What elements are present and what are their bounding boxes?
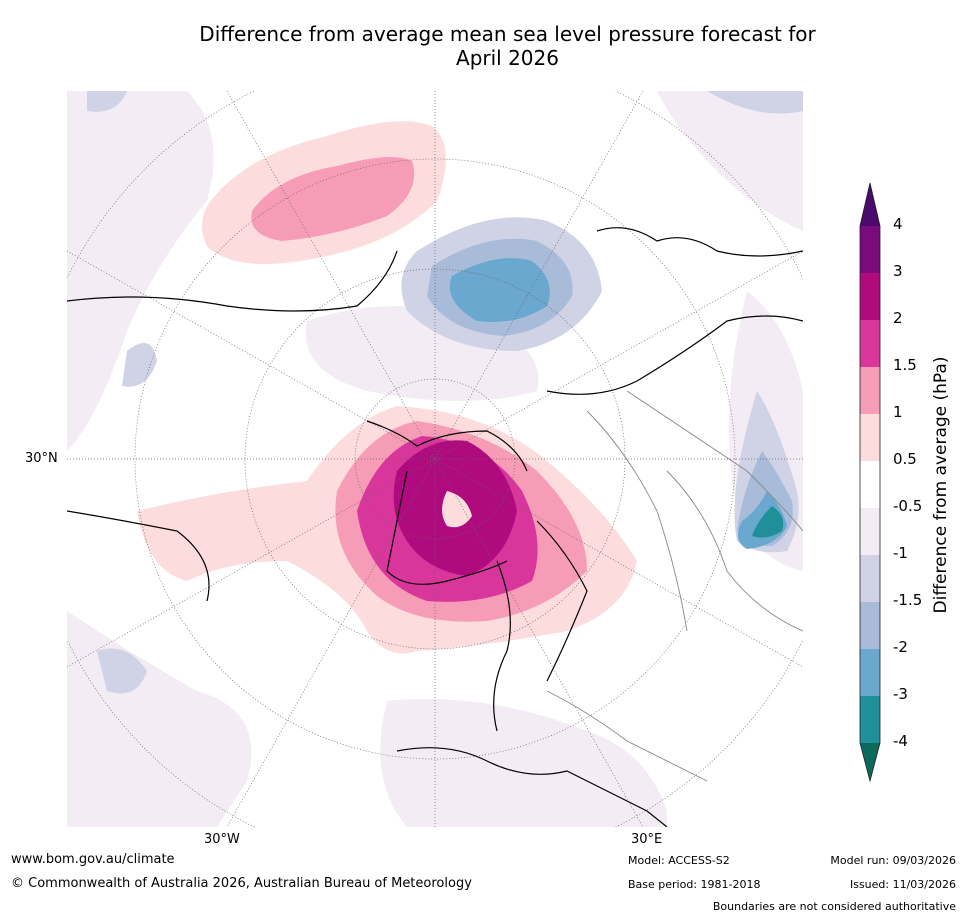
neg-patch-1 <box>87 91 127 112</box>
colorbar-tick-neg3: -3 <box>893 685 908 703</box>
footer-disclaimer: Boundaries are not considered authoritat… <box>712 900 956 913</box>
footer-model: Model: ACCESS-S2 <box>628 854 730 867</box>
colorbar-tick-neg1.5: -1.5 <box>893 591 923 609</box>
colorbar-extend-bottom <box>860 743 880 781</box>
north-pacific-high-inner <box>251 157 415 241</box>
colorbar-band-1.5-to-2 <box>860 320 880 367</box>
siberian-low-core <box>449 258 550 322</box>
weak-negative-region-ne <box>657 91 803 231</box>
colorbar-tick-3: 3 <box>893 262 903 280</box>
colorbar-band-2-to-3 <box>860 273 880 320</box>
lat-label-30n: 30°N <box>25 451 58 466</box>
neg-patch-2 <box>707 91 803 114</box>
title-line-1: Difference from average mean sea level p… <box>199 22 816 46</box>
colorbar-tick-2: 2 <box>893 309 903 327</box>
colorbar-band-0.5-to-1 <box>860 414 880 461</box>
neg-patch-3 <box>122 343 157 387</box>
colorbar-band-neg1.5-to-neg1 <box>860 555 880 602</box>
colorbar-band-neutral <box>860 461 880 508</box>
colorbar-tick-neg2: -2 <box>893 638 908 656</box>
colorbar-band-3-to-4 <box>860 226 880 273</box>
colorbar-tick-4: 4 <box>893 215 903 233</box>
lon-label-30w: 30°W <box>204 832 240 847</box>
footer-model-run: Model run: 09/03/2026 <box>830 854 956 867</box>
chart-title: Difference from average mean sea level p… <box>120 22 895 70</box>
coastlines <box>67 227 803 827</box>
lon-label-30e: 30°E <box>631 832 663 847</box>
colorbar-band-neg2-to-neg1.5 <box>860 602 880 649</box>
colorbar-tick-neg4: -4 <box>893 732 908 750</box>
colorbar-tick-0.5: 0.5 <box>893 450 917 468</box>
country-borders <box>546 390 803 782</box>
weak-negative-region-nw <box>67 91 214 451</box>
colorbar-tick-1.5: 1.5 <box>893 356 917 374</box>
colorbar-tick-neg1: -1 <box>893 544 908 562</box>
neg-patch-4 <box>97 648 147 694</box>
colorbar-band-neg4-to-neg3 <box>860 696 880 743</box>
colorbar-band-neg1-to-neg0.5 <box>860 508 880 555</box>
footer-issued: Issued: 11/03/2026 <box>849 878 956 891</box>
colorbar-tick-1: 1 <box>893 403 903 421</box>
colorbar <box>859 182 881 783</box>
footer-copyright: © Commonwealth of Australia 2026, Austra… <box>11 876 472 891</box>
weak-negative-region-mediterranean <box>380 699 667 827</box>
colorbar-band-1-to-1.5 <box>860 367 880 414</box>
greenland-high-hole <box>442 491 472 528</box>
colorbar-tick-neg0.5: -0.5 <box>893 497 923 515</box>
colorbar-title: Difference from average (hPa) <box>931 356 951 614</box>
graticule <box>67 91 803 827</box>
colorbar-outline <box>859 182 881 783</box>
footer-website[interactable]: www.bom.gov.au/climate <box>11 852 175 867</box>
footer-base-period: Base period: 1981-2018 <box>628 878 761 891</box>
asia-low-core <box>752 506 784 538</box>
colorbar-band-neg3-to-neg2 <box>860 649 880 696</box>
anomaly-map <box>67 91 803 827</box>
title-line-2: April 2026 <box>456 46 559 70</box>
colorbar-extend-top <box>860 183 880 226</box>
